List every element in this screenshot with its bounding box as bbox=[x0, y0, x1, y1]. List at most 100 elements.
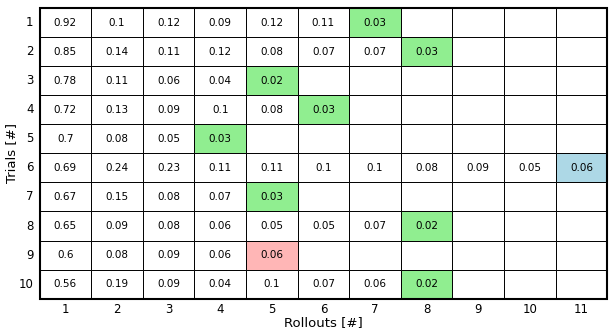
Text: 0.13: 0.13 bbox=[106, 105, 128, 115]
Text: 2: 2 bbox=[113, 303, 121, 316]
Text: 0.11: 0.11 bbox=[157, 47, 180, 57]
Bar bbox=[39, 153, 91, 182]
Text: 0.72: 0.72 bbox=[54, 105, 77, 115]
Text: 0.1: 0.1 bbox=[263, 279, 280, 289]
Bar bbox=[504, 211, 556, 240]
Text: 0.1: 0.1 bbox=[367, 163, 383, 173]
Bar bbox=[246, 240, 298, 270]
Text: 0.23: 0.23 bbox=[157, 163, 180, 173]
Text: 0.85: 0.85 bbox=[54, 47, 77, 57]
Bar bbox=[143, 8, 195, 37]
Text: 0.03: 0.03 bbox=[312, 105, 335, 115]
Text: 0.11: 0.11 bbox=[106, 76, 128, 86]
Bar bbox=[39, 66, 91, 95]
Bar bbox=[298, 37, 349, 66]
Text: 0.1: 0.1 bbox=[212, 105, 228, 115]
Bar bbox=[298, 270, 349, 299]
Bar bbox=[401, 124, 453, 153]
Bar bbox=[504, 37, 556, 66]
Bar bbox=[453, 8, 504, 37]
Text: 0.08: 0.08 bbox=[106, 250, 128, 260]
Text: Trials [#]: Trials [#] bbox=[5, 123, 18, 183]
Bar bbox=[91, 182, 143, 211]
Bar bbox=[246, 211, 298, 240]
Bar bbox=[195, 8, 246, 37]
Bar bbox=[504, 66, 556, 95]
Text: 0.09: 0.09 bbox=[209, 18, 231, 28]
Bar bbox=[504, 95, 556, 124]
Text: Rollouts [#]: Rollouts [#] bbox=[284, 316, 363, 329]
Bar bbox=[556, 240, 607, 270]
Text: 0.08: 0.08 bbox=[106, 134, 128, 144]
Text: 5: 5 bbox=[268, 303, 276, 316]
Bar bbox=[453, 95, 504, 124]
Text: 0.12: 0.12 bbox=[157, 18, 180, 28]
Text: 0.09: 0.09 bbox=[157, 279, 180, 289]
Bar bbox=[298, 153, 349, 182]
Text: 0.07: 0.07 bbox=[363, 221, 387, 231]
Text: 0.09: 0.09 bbox=[157, 105, 180, 115]
Text: 0.24: 0.24 bbox=[106, 163, 128, 173]
Bar bbox=[246, 124, 298, 153]
Text: 3: 3 bbox=[165, 303, 173, 316]
Bar bbox=[91, 66, 143, 95]
Text: 11: 11 bbox=[574, 303, 589, 316]
Bar bbox=[39, 124, 91, 153]
Bar bbox=[504, 240, 556, 270]
Bar bbox=[298, 95, 349, 124]
Bar bbox=[504, 124, 556, 153]
Bar bbox=[39, 211, 91, 240]
Bar bbox=[349, 211, 401, 240]
Text: 0.11: 0.11 bbox=[209, 163, 231, 173]
Text: 0.06: 0.06 bbox=[363, 279, 387, 289]
Bar bbox=[195, 270, 246, 299]
Bar bbox=[401, 240, 453, 270]
Text: 0.92: 0.92 bbox=[54, 18, 77, 28]
Bar bbox=[298, 66, 349, 95]
Bar bbox=[91, 211, 143, 240]
Bar bbox=[195, 37, 246, 66]
Bar bbox=[195, 66, 246, 95]
Bar bbox=[556, 270, 607, 299]
Text: 0.03: 0.03 bbox=[209, 134, 231, 144]
Bar bbox=[39, 37, 91, 66]
Text: 0.69: 0.69 bbox=[54, 163, 77, 173]
Text: 8: 8 bbox=[423, 303, 430, 316]
Text: 0.05: 0.05 bbox=[312, 221, 335, 231]
Text: 0.78: 0.78 bbox=[54, 76, 77, 86]
Bar bbox=[39, 95, 91, 124]
Bar bbox=[246, 270, 298, 299]
Bar bbox=[453, 37, 504, 66]
Text: 0.03: 0.03 bbox=[363, 18, 387, 28]
Bar bbox=[349, 95, 401, 124]
Text: 0.05: 0.05 bbox=[260, 221, 283, 231]
Bar bbox=[298, 124, 349, 153]
Text: 0.08: 0.08 bbox=[260, 47, 283, 57]
Text: 0.1: 0.1 bbox=[109, 18, 125, 28]
Bar bbox=[195, 240, 246, 270]
Text: 5: 5 bbox=[26, 132, 33, 145]
Text: 0.14: 0.14 bbox=[106, 47, 128, 57]
Bar bbox=[556, 124, 607, 153]
Text: 0.09: 0.09 bbox=[106, 221, 128, 231]
Text: 0.02: 0.02 bbox=[415, 221, 438, 231]
Bar bbox=[143, 270, 195, 299]
Text: 0.07: 0.07 bbox=[363, 47, 387, 57]
Text: 0.06: 0.06 bbox=[157, 76, 180, 86]
Bar bbox=[195, 95, 246, 124]
Bar bbox=[298, 211, 349, 240]
Bar bbox=[39, 270, 91, 299]
Bar bbox=[349, 182, 401, 211]
Bar bbox=[143, 37, 195, 66]
Text: 0.02: 0.02 bbox=[260, 76, 283, 86]
Text: 9: 9 bbox=[475, 303, 482, 316]
Bar bbox=[401, 37, 453, 66]
Text: 0.09: 0.09 bbox=[467, 163, 490, 173]
Bar bbox=[195, 124, 246, 153]
Text: 0.15: 0.15 bbox=[106, 192, 128, 202]
Bar bbox=[195, 182, 246, 211]
Text: 10: 10 bbox=[18, 278, 33, 291]
Bar bbox=[39, 182, 91, 211]
Bar bbox=[401, 66, 453, 95]
Bar bbox=[453, 124, 504, 153]
